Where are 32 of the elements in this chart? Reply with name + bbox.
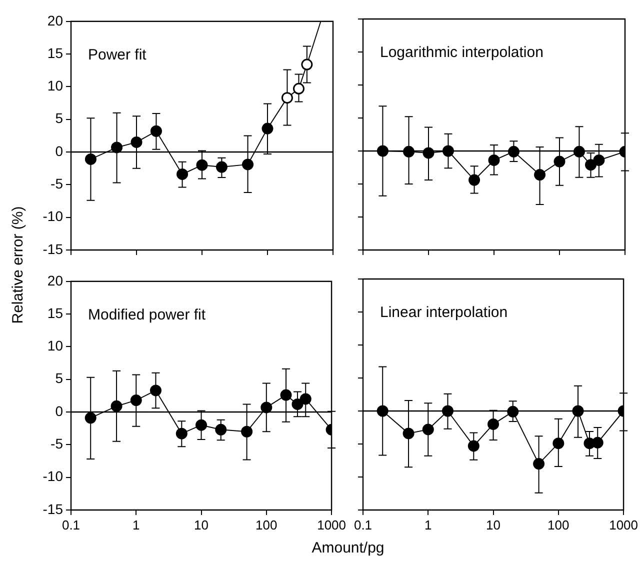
x-tick-label: 100 xyxy=(256,517,278,532)
y-tick-label: 0 xyxy=(55,402,64,419)
x-tick-label: 10 xyxy=(194,517,209,532)
y-tick-label: -15 xyxy=(42,500,64,517)
x-tick-label: 1 xyxy=(132,517,140,532)
x-tick-label: 100 xyxy=(548,517,570,532)
text: Logarithmic interpolation xyxy=(380,44,544,61)
x-tick-label: 0.1 xyxy=(354,517,372,532)
x-tick-label: 1 xyxy=(424,517,432,532)
y-tick-label: 15 xyxy=(47,304,64,321)
y-tick-label: -5 xyxy=(50,176,64,192)
y-tick-label: 5 xyxy=(55,370,64,386)
y-tick-label: 20 xyxy=(47,12,64,28)
y-tick-label: 15 xyxy=(47,44,64,61)
x-axis-title: Amount/pg xyxy=(312,540,384,556)
y-tick-label: 0 xyxy=(55,142,64,159)
y-tick-label: -10 xyxy=(42,468,64,484)
x-tick-label: 1000 xyxy=(317,517,346,532)
x-tick-label: 0.1 xyxy=(62,517,80,532)
y-tick-label: 5 xyxy=(55,110,64,126)
y-tick-label: 10 xyxy=(47,338,64,354)
y-tick-label: 10 xyxy=(47,78,64,94)
text: Modified power fit xyxy=(88,306,206,324)
y-tick-label: 20 xyxy=(47,272,64,288)
y-tick-label: -10 xyxy=(42,208,64,224)
x-tick-label: 10 xyxy=(486,517,501,532)
text: Linear interpolation xyxy=(380,304,508,321)
y-tick-label: -5 xyxy=(50,436,64,452)
text: Power fit xyxy=(88,46,148,64)
x-tick-label: 1000 xyxy=(609,517,638,532)
y-tick-label: -15 xyxy=(42,240,64,257)
y-axis-title: Relative error (%) xyxy=(10,206,26,324)
